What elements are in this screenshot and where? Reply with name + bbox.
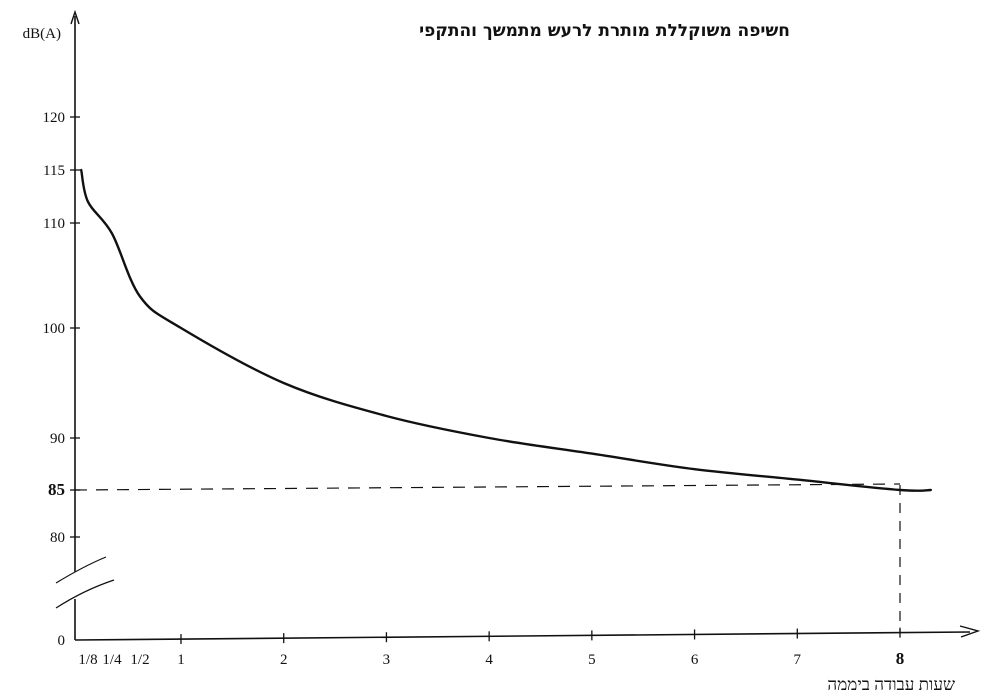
y-tick-label: 85 [48,480,65,499]
x-tick-label: 1/8 [78,652,97,668]
reference-lines [74,483,901,633]
y-tick-label: 120 [43,110,66,126]
y-tick-label: 80 [50,530,65,546]
y-tick-label: 0 [58,633,66,649]
axis-break-mark-lower [55,579,115,609]
y-axis-label: dB(A) [23,26,61,42]
x-tick-label: 8 [896,649,905,668]
x-axis-label: שעות עבודה ביממה [827,675,955,694]
x-tick-label: 7 [794,652,802,668]
x-axis-arrow [959,625,981,638]
x-tick-label: 1/4 [102,652,122,668]
x-axis-line [74,631,971,641]
exposure-curve [80,168,932,492]
x-tick-label: 4 [485,652,493,668]
labels: 0 80 85 90 100 110 115 120 1/8 1/4 1/2 1 2 3 4 5 6 7 8 חשיפ… [23,21,955,694]
y-tick-label: 100 [43,321,66,337]
x-tick-label: 2 [280,652,288,668]
x-tick-label: 3 [383,652,391,668]
chart-title: חשיפה משוקללת מותרת לרעש מתמשך והתקפי [419,21,790,41]
x-tick-label: 6 [691,652,699,668]
axis-break-mark-upper [55,556,107,584]
y-tick-label: 115 [43,163,65,179]
x-tick-label: 1 [177,652,185,668]
curve-layer [80,168,932,492]
reference-line-85db [74,483,901,491]
y-tick-label: 90 [50,431,65,447]
y-tick-label: 110 [43,216,65,232]
y-axis-arrow [70,9,80,25]
axes [55,9,981,645]
x-tick-label: 5 [588,652,596,668]
x-tick-label: 1/2 [130,652,149,668]
